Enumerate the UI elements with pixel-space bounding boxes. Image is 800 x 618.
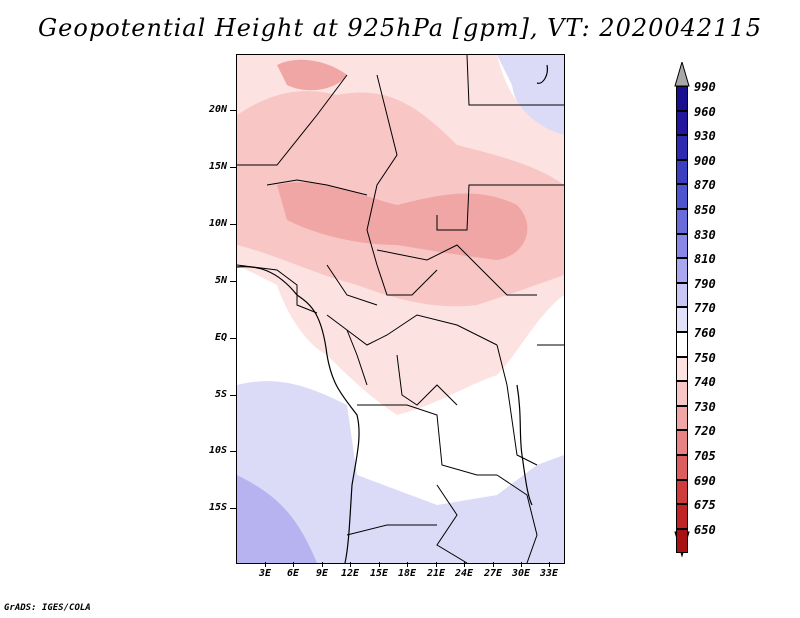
colorbar-label: 650: [694, 522, 716, 537]
lon-label: 3E: [258, 568, 272, 579]
high-height-region-core: [277, 182, 528, 260]
colorbar-label: 750: [694, 350, 716, 365]
colorbar-top-triangle: [674, 62, 690, 87]
lon-tick: [464, 562, 465, 567]
lat-tick: [230, 451, 236, 452]
chart-title: Geopotential Height at 925hPa [gpm], VT:…: [38, 14, 762, 42]
lon-label: 27E: [483, 568, 503, 579]
colorbar-label: 770: [694, 301, 716, 316]
colorbar-label: 850: [694, 203, 716, 217]
colorbar-label: 930: [694, 129, 716, 144]
lat-label: 20N: [208, 104, 227, 115]
colorbar-swatch: [676, 479, 688, 505]
colorbar-label: 760: [694, 326, 716, 340]
colorbar-label: 900: [694, 153, 716, 168]
lat-tick: [230, 110, 236, 111]
lon-label: 15E: [369, 568, 389, 579]
colorbar-swatch: [676, 184, 688, 209]
colorbar-swatch: [676, 332, 688, 357]
colorbar-label: 870: [694, 178, 716, 193]
high-height-region-north: [277, 59, 347, 91]
lat-label: 15S: [208, 502, 227, 513]
lat-label: 5N: [214, 275, 227, 286]
colorbar-swatch: [676, 405, 688, 431]
lon-tick: [265, 562, 266, 567]
lat-label: 5S: [214, 389, 227, 400]
colorbar-swatch: [676, 209, 688, 234]
colorbar-swatch: [676, 135, 688, 160]
country-borders: [237, 55, 564, 563]
colorbar-swatch: [676, 307, 688, 332]
lon-tick: [293, 562, 294, 567]
colorbar-label: 960: [694, 104, 716, 119]
lon-label: 12E: [340, 568, 360, 579]
low-height-region-ne: [497, 55, 564, 135]
lon-label: 30E: [511, 568, 531, 579]
colorbar-swatch: [676, 86, 688, 111]
colorbar-label: 705: [694, 449, 716, 463]
low-height-region-deep: [237, 475, 317, 563]
colorbar-label: 810: [694, 252, 716, 267]
colorbar-label: 990: [694, 80, 716, 94]
colorbar-label: 690: [694, 473, 716, 488]
lat-tick: [230, 167, 236, 168]
colorbar-label: 740: [694, 375, 716, 390]
lat-tick: [230, 281, 236, 282]
lon-tick: [549, 562, 550, 567]
lat-tick: [230, 508, 236, 509]
lon-label: 24E: [454, 568, 474, 579]
colorbar-label: 730: [694, 399, 716, 414]
low-height-region: [237, 381, 564, 563]
lat-label: 10N: [208, 218, 227, 229]
lon-label: 18E: [397, 568, 417, 579]
colorbar-swatch: [676, 282, 688, 308]
colorbar-swatch: [676, 356, 688, 382]
colorbar-label: 830: [694, 227, 716, 242]
colorbar-label: 675: [694, 498, 716, 513]
lon-tick: [521, 562, 522, 567]
footer-credit: GrADS: IGES/COLA: [4, 603, 91, 613]
colorbar-label: 720: [694, 424, 716, 439]
lat-label: EQ: [214, 332, 227, 343]
colorbar-swatch: [676, 455, 688, 480]
lon-label: 9E: [315, 568, 329, 579]
lat-tick: [230, 224, 236, 225]
lat-label: 15N: [208, 161, 227, 172]
lon-tick: [350, 562, 351, 567]
coastline: [237, 64, 548, 563]
colorbar-swatch: [676, 381, 688, 406]
colorbar-swatch: [676, 233, 688, 259]
lat-label: 10S: [208, 445, 227, 456]
colorbar-swatch: [676, 430, 688, 455]
lon-tick: [322, 562, 323, 567]
lon-tick: [436, 562, 437, 567]
lon-label: 6E: [286, 568, 300, 579]
lat-tick: [230, 395, 236, 396]
colorbar-swatch: [676, 110, 688, 136]
lon-tick: [407, 562, 408, 567]
colorbar-label: 790: [694, 276, 716, 291]
colorbar-swatch: [676, 528, 688, 554]
lon-tick: [379, 562, 380, 567]
colorbar-swatch: [676, 159, 688, 185]
lat-tick: [230, 338, 236, 339]
lon-label: 21E: [426, 568, 446, 579]
colorbar-swatch: [676, 258, 688, 283]
lon-label: 33E: [539, 568, 559, 579]
lon-tick: [493, 562, 494, 567]
map-canvas: [237, 55, 564, 563]
map-panel: [236, 54, 565, 564]
colorbar-swatch: [676, 504, 688, 529]
